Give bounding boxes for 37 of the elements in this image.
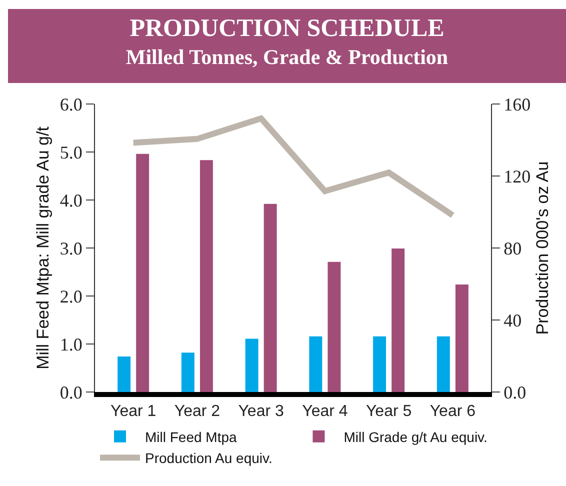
y2-tick-label: 160	[504, 94, 531, 114]
bar	[245, 338, 258, 392]
bar	[392, 248, 405, 392]
x-tick-label: Year 4	[302, 403, 348, 420]
y-tick-label: 3.0	[60, 238, 82, 258]
y2-tick-label: 0.0	[504, 382, 526, 402]
bar	[200, 160, 213, 392]
x-tick-label: Year 6	[430, 403, 476, 420]
y2-tick-label: 40	[504, 310, 522, 330]
y-axis-title: Mill Feed Mtpa: Mill grade Au g/t	[33, 126, 52, 370]
y-tick-label: 6.0	[60, 94, 82, 114]
x-tick-label: Year 3	[238, 403, 284, 420]
bar	[455, 284, 468, 392]
x-tick-label: Year 2	[174, 403, 220, 420]
y-tick-label: 4.0	[60, 190, 82, 210]
bar	[118, 356, 131, 392]
legend-label: Production Au equiv.	[145, 450, 272, 466]
y2-axis-title: Production 000's oz Au	[533, 161, 552, 335]
legend-label: Mill Grade g/t Au equiv.	[344, 428, 488, 445]
x-tick-label: Year 1	[110, 403, 156, 420]
y2-tick-label: 120	[504, 166, 531, 186]
bar	[264, 204, 277, 392]
bar	[136, 154, 150, 392]
legend-label: Mill Feed Mtpa	[145, 428, 238, 445]
y-tick-label: 1.0	[60, 334, 82, 354]
bar	[373, 336, 386, 392]
bar	[309, 336, 322, 392]
y-tick-label: 0.0	[60, 382, 82, 402]
y-tick-label: 2.0	[60, 286, 82, 306]
chart-title: PRODUCTION SCHEDULE	[128, 15, 446, 43]
y2-tick-label: 80	[504, 238, 522, 258]
chart-subtitle: Milled Tonnes, Grade & Production	[124, 45, 450, 70]
bar	[181, 352, 194, 392]
bar	[436, 336, 450, 392]
x-tick-label: Year 5	[366, 403, 412, 420]
y-tick-label: 5.0	[60, 142, 82, 162]
bar	[328, 262, 341, 392]
